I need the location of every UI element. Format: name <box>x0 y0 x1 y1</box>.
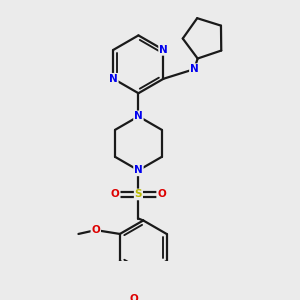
Text: O: O <box>92 225 100 235</box>
Text: S: S <box>135 189 142 200</box>
Text: N: N <box>109 74 118 84</box>
Text: N: N <box>134 165 143 175</box>
Text: O: O <box>157 189 166 200</box>
Text: N: N <box>134 111 143 122</box>
Text: N: N <box>159 45 168 55</box>
Text: N: N <box>190 64 199 74</box>
Text: O: O <box>111 189 120 200</box>
Text: O: O <box>129 293 138 300</box>
